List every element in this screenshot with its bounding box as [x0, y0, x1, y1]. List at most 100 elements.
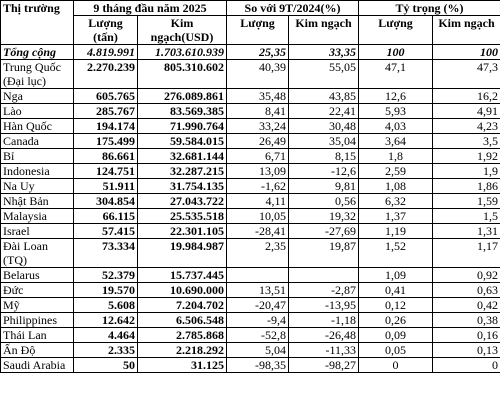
value-cell: -13,95	[287, 297, 360, 313]
value-cell: 10,05	[226, 208, 289, 224]
table-row: Saudi Arabia 50 31.125 -98,35 -98,27 0 0	[0, 357, 500, 373]
table-row: Nhật Bản 304.854 27.043.722 4,11 0,56 6,32 1,5…	[0, 193, 500, 209]
value-cell: 22.301.105	[137, 223, 227, 239]
value-cell: 5,04	[226, 342, 289, 358]
value-cell: -27,69	[287, 223, 360, 239]
value-cell: 0,92	[432, 267, 500, 283]
value-cell: 31.754.135	[137, 178, 227, 194]
value-cell: 33,24	[226, 118, 289, 134]
market-cell: Belarus	[0, 267, 74, 283]
table-row: Đài Loan (TQ) 73.334 19.984.987 2,35 19,87 1,…	[0, 238, 500, 268]
value-cell: 0,41	[358, 282, 434, 298]
value-cell: 2,59	[358, 163, 434, 179]
value-cell: 32.287.215	[137, 163, 227, 179]
value-cell: 86.661	[73, 148, 138, 164]
value-cell: 31.125	[137, 357, 227, 373]
value-cell: 8,15	[287, 148, 360, 164]
value-cell: 5.608	[73, 297, 138, 313]
table-row: Canada 175.499 59.584.015 26,49 35,04 3,64 3,5	[0, 133, 500, 149]
value-cell: 0,12	[358, 297, 434, 313]
table-row: Malaysia 66.115 25.535.518 10,05 19,32 1,37 1,…	[0, 208, 500, 224]
value-cell: 0,05	[358, 342, 434, 358]
value-cell: 304.854	[73, 193, 138, 209]
value-cell: 1.703.610.939	[137, 44, 227, 60]
value-cell: 194.174	[73, 118, 138, 134]
value-cell: 6,32	[358, 193, 434, 209]
value-cell: 0,13	[432, 342, 500, 358]
value-cell: 4.464	[73, 327, 138, 343]
value-cell: 59.584.015	[137, 133, 227, 149]
value-cell: 1,31	[432, 223, 500, 239]
value-cell: 0,16	[432, 327, 500, 343]
value-cell: 12.642	[73, 312, 138, 328]
header-cell: Lượng	[358, 15, 434, 45]
value-cell: 26,49	[226, 133, 289, 149]
market-cell: Mỹ	[0, 297, 74, 313]
value-cell: 8,41	[226, 103, 289, 119]
value-cell: 2.218.292	[137, 342, 227, 358]
value-cell: 0,42	[432, 297, 500, 313]
value-cell: 13,51	[226, 282, 289, 298]
value-cell	[226, 267, 289, 283]
value-cell: 27.043.722	[137, 193, 227, 209]
value-cell: -9,4	[226, 312, 289, 328]
value-cell: 1,17	[432, 238, 500, 268]
value-cell: 13,09	[226, 163, 289, 179]
value-cell: 19,32	[287, 208, 360, 224]
value-cell: -52,8	[226, 327, 289, 343]
value-cell: 22,41	[287, 103, 360, 119]
value-cell: 57.415	[73, 223, 138, 239]
header-cell: So với 9T/2024(%)	[225, 0, 360, 16]
value-cell: 1,8	[358, 148, 434, 164]
market-cell: Thái Lan	[0, 327, 74, 343]
table-row: Tổng cộng 4.819.991 1.703.610.939 25,35 33,3…	[0, 44, 500, 60]
header-cell: Kim ngạch	[432, 15, 500, 45]
value-cell: 43,85	[287, 88, 360, 104]
table-row: Israel 57.415 22.301.105 -28,41 -27,69 1,19 1,…	[0, 223, 500, 239]
market-cell: Saudi Arabia	[0, 357, 74, 373]
value-cell: 7.204.702	[137, 297, 227, 313]
market-cell: Đức	[0, 282, 74, 298]
value-cell: 805.310.602	[137, 59, 227, 89]
value-cell: 276.089.861	[137, 88, 227, 104]
value-cell: 175.499	[73, 133, 138, 149]
value-cell: 1,59	[432, 193, 500, 209]
value-cell: 1,08	[358, 178, 434, 194]
value-cell: 2,35	[226, 238, 289, 268]
header-cell: 9 tháng đầu năm 2025	[73, 0, 227, 16]
value-cell: 51.911	[73, 178, 138, 194]
market-cell: Nhật Bản	[0, 193, 74, 209]
value-cell: 1,09	[358, 267, 434, 283]
value-cell: -28,41	[226, 223, 289, 239]
value-cell: 35,04	[287, 133, 360, 149]
value-cell: 66.115	[73, 208, 138, 224]
value-cell: 32.681.144	[137, 148, 227, 164]
value-cell: -98,27	[287, 357, 360, 373]
table-body: Tổng cộng 4.819.991 1.703.610.939 25,35 33,3…	[0, 44, 500, 373]
value-cell: 6.506.548	[137, 312, 227, 328]
table-row: Lào 285.767 83.569.385 8,41 22,41 5,93 4,91	[0, 103, 500, 119]
value-cell: 83.569.385	[137, 103, 227, 119]
value-cell: 0,38	[432, 312, 500, 328]
value-cell: -20,47	[226, 297, 289, 313]
table-row: Belarus 52.379 15.737.445 1,09 0,92	[0, 267, 500, 283]
value-cell: 30,48	[287, 118, 360, 134]
value-cell: -1,62	[226, 178, 289, 194]
value-cell: 4,11	[226, 193, 289, 209]
value-cell: -1,18	[287, 312, 360, 328]
market-cell: Đài Loan (TQ)	[0, 238, 74, 268]
table-row: Thái Lan 4.464 2.785.868 -52,8 -26,48 0,09 0,1…	[0, 327, 500, 343]
value-cell: 10.690.000	[137, 282, 227, 298]
table-row: Mỹ 5.608 7.204.702 -20,47 -13,95 0,12 0,42	[0, 297, 500, 313]
header-cell: Tỷ trọng (%)	[358, 0, 500, 16]
value-cell: 19.570	[73, 282, 138, 298]
value-cell: 25,35	[226, 44, 289, 60]
value-cell	[287, 267, 360, 283]
value-cell: 5,93	[358, 103, 434, 119]
value-cell: 0	[358, 357, 434, 373]
value-cell: 1,92	[432, 148, 500, 164]
value-cell: 1,9	[432, 163, 500, 179]
value-cell: 3,64	[358, 133, 434, 149]
header-cell: Lượng (tấn)	[73, 15, 138, 45]
